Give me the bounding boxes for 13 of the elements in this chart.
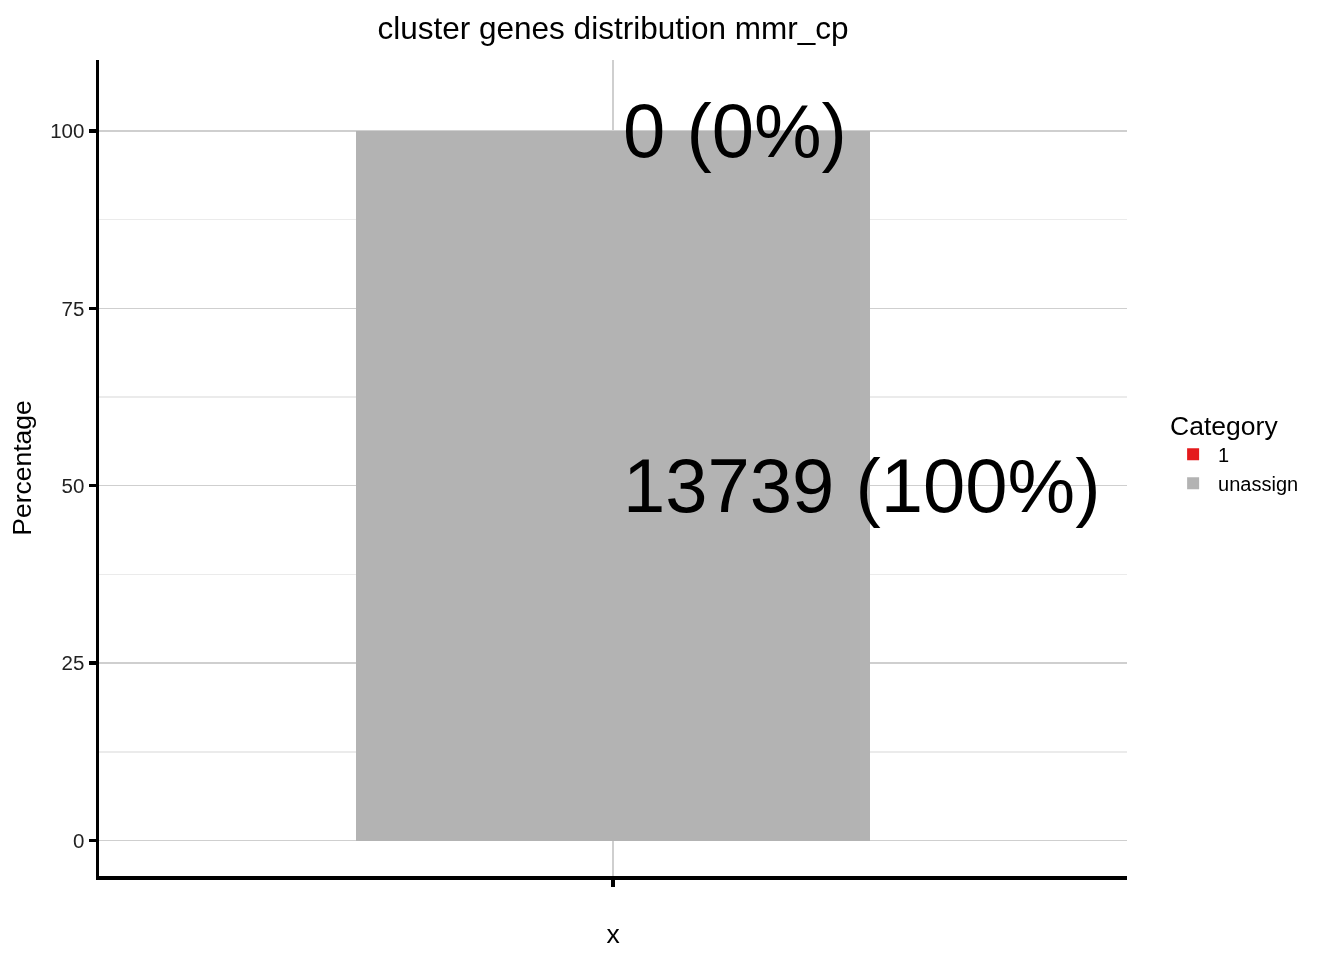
data-label: 13739 (100%) [623,443,1101,528]
y-tick-label: 75 [61,296,85,320]
y-tick-label: 100 [50,119,85,143]
x-axis-title: x [606,919,620,950]
legend-title: Category [1170,410,1279,441]
annotation: 0 (0%) [623,88,847,173]
y-tick-label: 50 [61,473,85,497]
y-axis-title: Percentage [6,400,37,536]
chart-title: cluster genes distribution mmr_cp [377,10,849,47]
y-tick-label: 0 [72,828,85,852]
legend-label: 1 [1218,443,1230,466]
y-tick-label: 25 [61,651,85,675]
legend-label: unassign [1218,472,1299,495]
